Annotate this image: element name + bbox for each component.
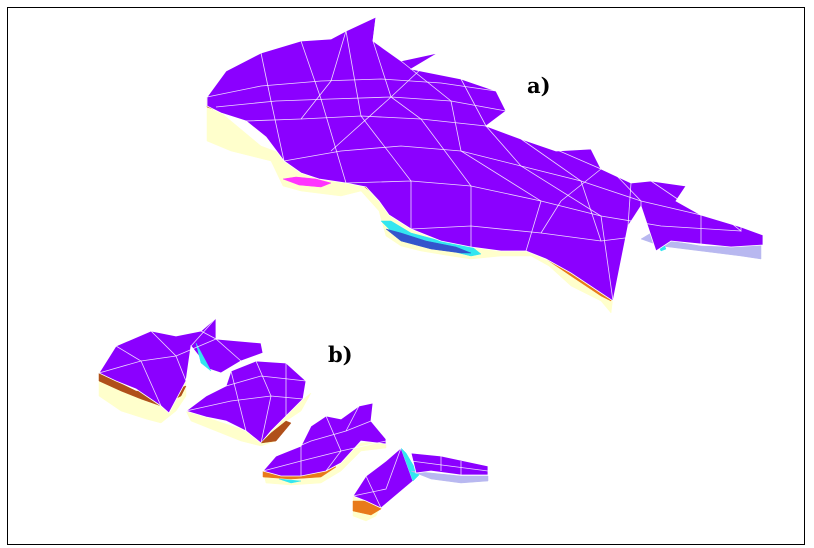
block-b2 [185, 360, 312, 447]
block-b3-cyan [278, 478, 302, 484]
top-surface-a [206, 16, 764, 302]
figure-canvas [98, 16, 764, 522]
panel-label-a: a) [527, 73, 551, 98]
block-b2-brown [260, 420, 292, 444]
block-b3 [262, 402, 387, 486]
block-b4-tail [410, 452, 489, 476]
model-a [206, 16, 764, 314]
layer-blue-a [385, 228, 472, 254]
figure-frame [7, 7, 805, 545]
block-b4-lav [410, 470, 489, 484]
layer-magenta-a [282, 176, 332, 188]
panel-label-b: b) [328, 342, 353, 367]
block-b1 [98, 317, 264, 424]
block-b4-top [352, 447, 414, 509]
block-b1-cyan [195, 342, 212, 372]
block-b4-cyan [400, 447, 420, 482]
block-b4 [352, 447, 489, 522]
model-b [98, 317, 489, 522]
mesh-a [206, 16, 742, 302]
